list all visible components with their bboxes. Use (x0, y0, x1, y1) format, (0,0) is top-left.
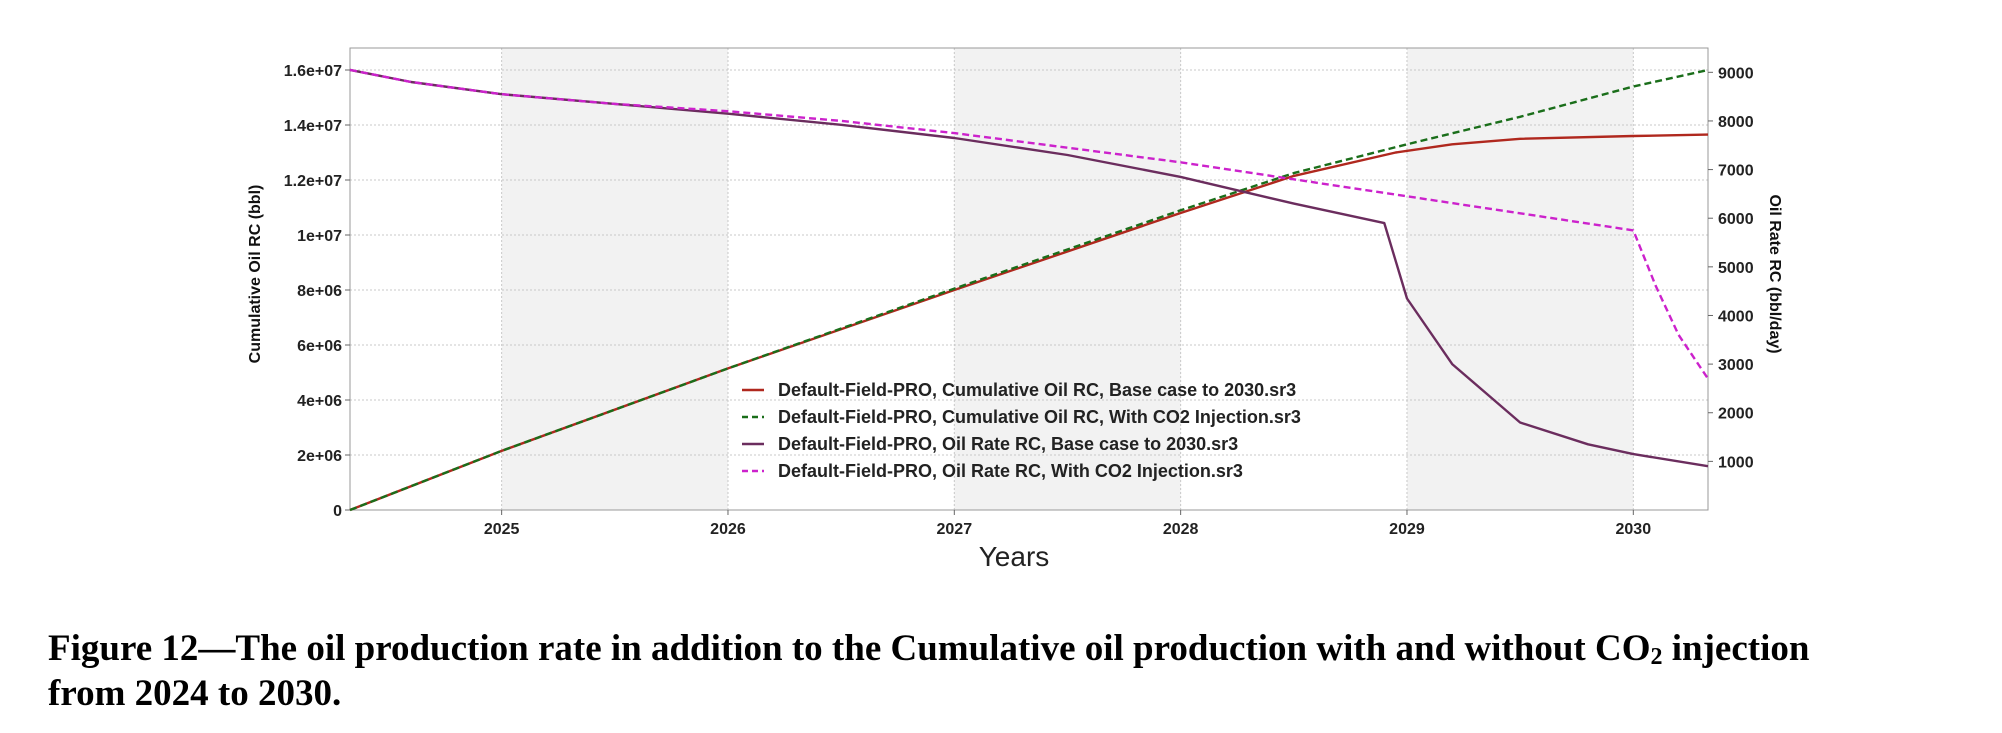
x-tick-label: 2028 (1163, 521, 1199, 538)
right-y-tick-label: 8000 (1718, 114, 1754, 131)
grid-lines (350, 48, 1708, 511)
series-layer (349, 68, 1709, 512)
left-y-tick-label: 1.4e+07 (284, 118, 342, 135)
legend-entry-3: Default-Field-PRO, Oil Rate RC, Base cas… (778, 434, 1238, 454)
left-y-tick-label: 8e+06 (297, 283, 342, 300)
left-y-tick-label: 1e+07 (297, 228, 342, 245)
right-y-tick-label: 4000 (1718, 308, 1754, 325)
right-y-tick-label: 1000 (1718, 454, 1754, 471)
x-axis-ticks: 2025 2026 2027 2028 2029 2030 (484, 510, 1651, 538)
chart: 2025 2026 2027 2028 2029 2030 0 2e+06 4e+06 6e+0… (247, 47, 1783, 572)
left-y-tick-label: 1.2e+07 (284, 173, 342, 190)
plot-frame (349, 47, 1709, 511)
x-tick-label: 2027 (937, 521, 973, 538)
left-y-axis-ticks: 0 2e+06 4e+06 6e+06 8e+06 1e+07 1.2e+07 1.4e+07… (284, 63, 350, 520)
left-y-tick-label: 0 (333, 503, 342, 520)
legend: Default-Field-PRO, Cumulative Oil RC, Ba… (742, 380, 1301, 481)
legend-entry-2: Default-Field-PRO, Cumulative Oil RC, Wi… (778, 407, 1301, 427)
x-tick-label: 2030 (1616, 521, 1652, 538)
left-y-tick-label: 4e+06 (297, 393, 342, 410)
left-y-tick-label: 2e+06 (297, 448, 342, 465)
right-y-tick-label: 7000 (1718, 163, 1754, 180)
right-y-axis-ticks: 1000 2000 3000 4000 5000 6000 7000 8000 9000 (1708, 65, 1754, 471)
series-line-3 (349, 68, 1709, 468)
right-y-axis-label: Oil Rate RC (bbl/day) (1766, 194, 1783, 353)
right-y-tick-label: 6000 (1718, 211, 1754, 228)
x-tick-label: 2025 (484, 521, 520, 538)
caption-line2: from 2024 to 2030. (48, 673, 342, 714)
x-tick-label: 2026 (710, 521, 746, 538)
legend-entry-1: Default-Field-PRO, Cumulative Oil RC, Ba… (778, 380, 1296, 400)
year-band (501, 48, 728, 510)
figure-caption: Figure 12—The oil production rate in add… (48, 626, 1988, 716)
series-line-4 (349, 68, 1709, 380)
left-y-tick-label: 6e+06 (297, 338, 342, 355)
right-y-tick-label: 9000 (1718, 65, 1754, 82)
right-y-tick-label: 5000 (1718, 260, 1754, 277)
x-axis-label: Years (979, 541, 1050, 572)
left-y-axis-label: Cumulative Oil RC (bbl) (247, 185, 264, 364)
caption-line1-after: injection (1662, 628, 1810, 669)
caption-subscript: 2 (1650, 644, 1663, 670)
legend-entry-4: Default-Field-PRO, Oil Rate RC, With CO2… (778, 461, 1243, 481)
right-y-tick-label: 2000 (1718, 406, 1754, 423)
x-tick-label: 2029 (1389, 521, 1425, 538)
right-y-tick-label: 3000 (1718, 357, 1754, 374)
left-y-tick-label: 1.6e+07 (284, 63, 342, 80)
caption-line1-before: Figure 12—The oil production rate in add… (48, 628, 1651, 669)
